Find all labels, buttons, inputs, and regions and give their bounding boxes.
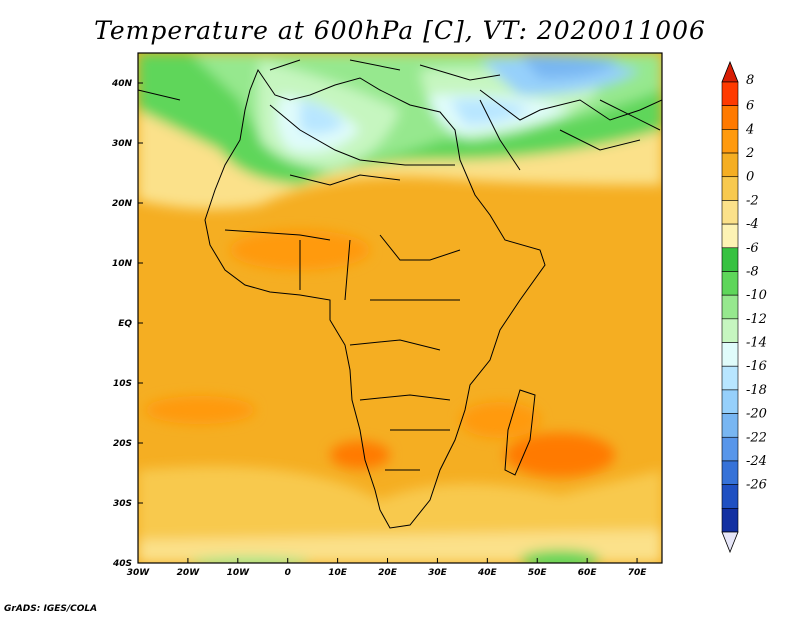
lon-tick-label: 50E <box>528 568 548 578</box>
grads-credit: GrADS: IGES/COLA <box>4 604 98 614</box>
lon-tick-label: 20W <box>177 568 201 578</box>
colorbar-swatch <box>721 342 739 367</box>
lon-tick-label: 60E <box>578 568 598 578</box>
colorbar-swatch <box>721 271 739 296</box>
colorbar-label: 0 <box>746 170 754 185</box>
colorbar-swatch <box>721 200 739 225</box>
colorbar-label: 4 <box>745 122 754 137</box>
lat-tick-label: 40S <box>112 559 132 569</box>
lon-tick-label: 30E <box>428 568 448 578</box>
colorbar-label: -4 <box>746 217 759 232</box>
colorbar-label: -18 <box>746 383 767 398</box>
longitude-axis: 30W 20W 10W 0 10E 20E 30E 40E 50E 60E 70E <box>127 558 647 578</box>
coastlines <box>138 59 662 529</box>
latitude-axis: 40N 30N 20N 10N EQ 10S 20S 30S 40S <box>111 79 143 569</box>
colorbar-label: 2 <box>745 146 754 161</box>
colorbar-swatch <box>721 129 739 154</box>
colorbar-swatch <box>721 105 739 130</box>
lat-tick-label: 10S <box>113 379 132 389</box>
colorbar-bottom-arrow <box>721 531 739 554</box>
lon-tick-label: 70E <box>628 568 648 578</box>
colorbar-label: -6 <box>746 241 759 256</box>
colorbar-label: -10 <box>746 288 767 303</box>
colorbar-swatch <box>721 389 739 414</box>
colorbar-swatch <box>721 460 739 485</box>
colorbar-label: -2 <box>746 193 759 208</box>
colorbar: 8 6 4 2 0 -2 -4 -6 -8 -10 -12 -14 -16 -18 -20 -22 -24 -26 <box>721 60 767 554</box>
colorbar-label: -20 <box>746 407 767 422</box>
colorbar-label: -8 <box>746 264 759 279</box>
lon-tick-label: 0 <box>285 568 291 578</box>
lat-tick-label: 20S <box>113 439 132 449</box>
colorbar-swatch <box>721 484 739 509</box>
lat-tick-label: 30N <box>112 139 133 149</box>
colorbar-swatch <box>721 436 739 462</box>
colorbar-swatch <box>721 81 739 106</box>
colorbar-swatch <box>721 176 739 201</box>
lat-tick-label: 10N <box>112 259 133 269</box>
temperature-field <box>138 53 662 563</box>
colorbar-label: -16 <box>746 359 767 374</box>
lon-tick-label: 30W <box>127 568 151 578</box>
lon-tick-label: 20E <box>378 568 398 578</box>
colorbar-swatch <box>721 508 739 533</box>
colorbar-label: 6 <box>746 99 754 114</box>
lon-tick-label: 40E <box>477 568 498 578</box>
lat-tick-label: EQ <box>118 319 132 329</box>
colorbar-swatch <box>721 365 739 391</box>
lon-tick-label: 10E <box>328 568 348 578</box>
lat-tick-label: 20N <box>112 199 133 209</box>
colorbar-swatch <box>721 294 739 320</box>
colorbar-top-arrow <box>721 60 739 83</box>
colorbar-label: -26 <box>746 478 767 493</box>
colorbar-swatch <box>721 223 739 249</box>
lon-tick-label: 10W <box>227 568 251 578</box>
colorbar-swatch <box>721 413 739 438</box>
lat-tick-label: 30S <box>113 499 132 509</box>
colorbar-swatch <box>721 152 739 178</box>
colorbar-label: -24 <box>746 454 767 469</box>
plot-frame <box>137 52 663 564</box>
colorbar-label: 8 <box>746 73 754 88</box>
colorbar-swatch <box>721 318 739 343</box>
colorbar-label: -12 <box>746 312 767 327</box>
lat-tick-label: 40N <box>111 79 133 89</box>
colorbar-swatch <box>721 247 739 272</box>
colorbar-label: -14 <box>746 336 767 351</box>
colorbar-label: -22 <box>746 430 767 445</box>
map-title: Temperature at 600hPa [C], VT: 202001100… <box>94 16 706 45</box>
